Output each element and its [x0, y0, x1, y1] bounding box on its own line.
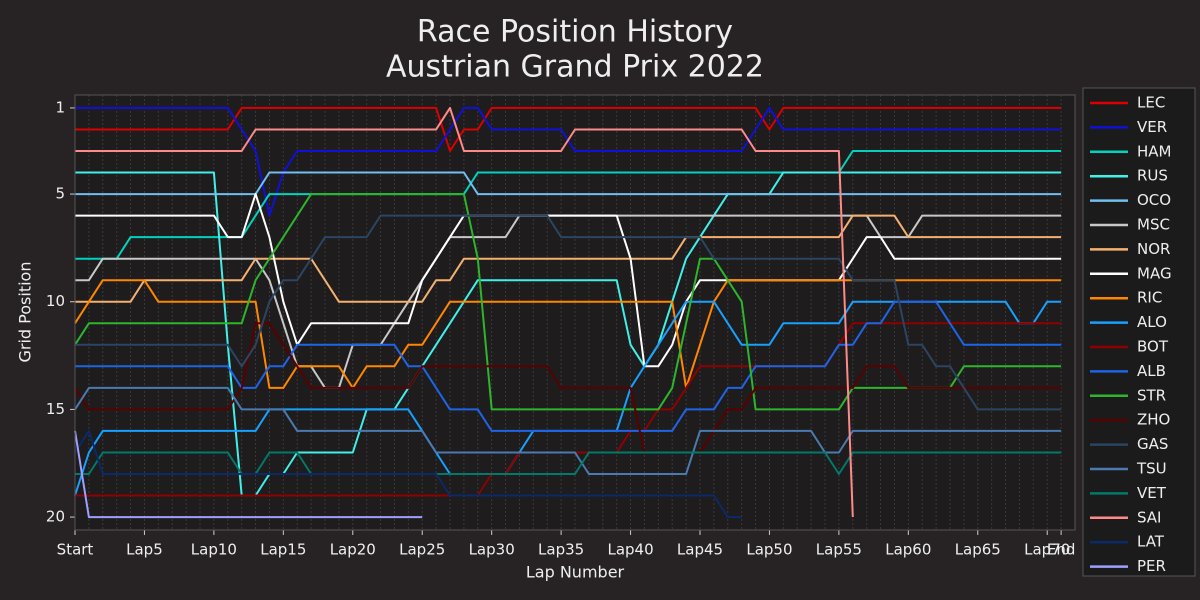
y-tick-label: 5 [55, 185, 65, 203]
legend-label: NOR [1137, 240, 1170, 258]
x-tick-label: Lap60 [885, 541, 931, 559]
y-tick-label: 20 [46, 508, 65, 526]
x-tick-label: Start [57, 541, 94, 559]
legend-label: PER [1137, 557, 1166, 575]
position-line [75, 214, 1062, 303]
x-tick-label: Lap20 [330, 541, 376, 559]
x-tick-label: End [1047, 541, 1076, 559]
x-tick-label: Lap35 [538, 541, 584, 559]
position-line [74, 322, 1062, 454]
x-tick-label: Lap10 [191, 541, 237, 559]
x-tick-label: Lap25 [399, 541, 445, 559]
x-tick-label: Lap50 [746, 541, 792, 559]
legend-label: HAM [1137, 142, 1171, 160]
position-line [75, 193, 1062, 368]
x-tick-label: Lap65 [955, 541, 1001, 559]
position-line [75, 106, 1062, 152]
position-line [74, 193, 1062, 411]
x-tick-label: Lap45 [677, 541, 723, 559]
y-axis-label: Grid Position [16, 262, 35, 363]
position-line [74, 429, 742, 519]
position-line [74, 430, 423, 519]
position-line [74, 386, 1062, 475]
position-line [74, 279, 1062, 389]
x-tick-label: Lap30 [469, 541, 515, 559]
x-tick-label: Lap5 [126, 541, 163, 559]
legend-label: LAT [1137, 533, 1165, 551]
legend-label: TSU [1136, 460, 1167, 478]
legend-label: MSC [1137, 216, 1170, 234]
chart-subtitle: Austrian Grand Prix 2022 [386, 50, 764, 85]
y-tick-label: 1 [55, 98, 65, 116]
position-line [75, 171, 1062, 196]
legend-label: SAI [1137, 508, 1162, 526]
legend-label: VET [1137, 484, 1167, 502]
legend-label: LEC [1137, 94, 1165, 112]
legend-label: ZHO [1137, 411, 1170, 429]
y-tick-label: 10 [46, 292, 65, 310]
legend-label: RIC [1137, 289, 1162, 307]
x-tick-label: Lap70 [1024, 541, 1070, 559]
legend-box [1082, 87, 1196, 577]
position-line [75, 106, 854, 518]
x-axis-label: Lap Number [526, 563, 625, 582]
legend-label: STR [1137, 386, 1166, 404]
chart-title: Race Position History [417, 15, 733, 50]
x-tick-label: Lap40 [607, 541, 653, 559]
legend-label: VER [1137, 118, 1167, 136]
legend-label: ALO [1137, 313, 1167, 331]
position-line [75, 451, 1062, 475]
plot-frame [74, 94, 1076, 531]
x-tick-label: Lap15 [260, 541, 306, 559]
position-line [75, 300, 1062, 432]
legend-label: ALB [1137, 362, 1166, 380]
legend-label: BOT [1137, 338, 1169, 356]
y-tick-label: 15 [46, 400, 65, 418]
legend-label: MAG [1137, 264, 1172, 282]
legend-label: RUS [1137, 167, 1168, 185]
position-line [75, 214, 1062, 411]
legend-label: OCO [1137, 191, 1171, 209]
legend-label: GAS [1137, 435, 1168, 453]
x-tick-label: Lap55 [816, 541, 862, 559]
